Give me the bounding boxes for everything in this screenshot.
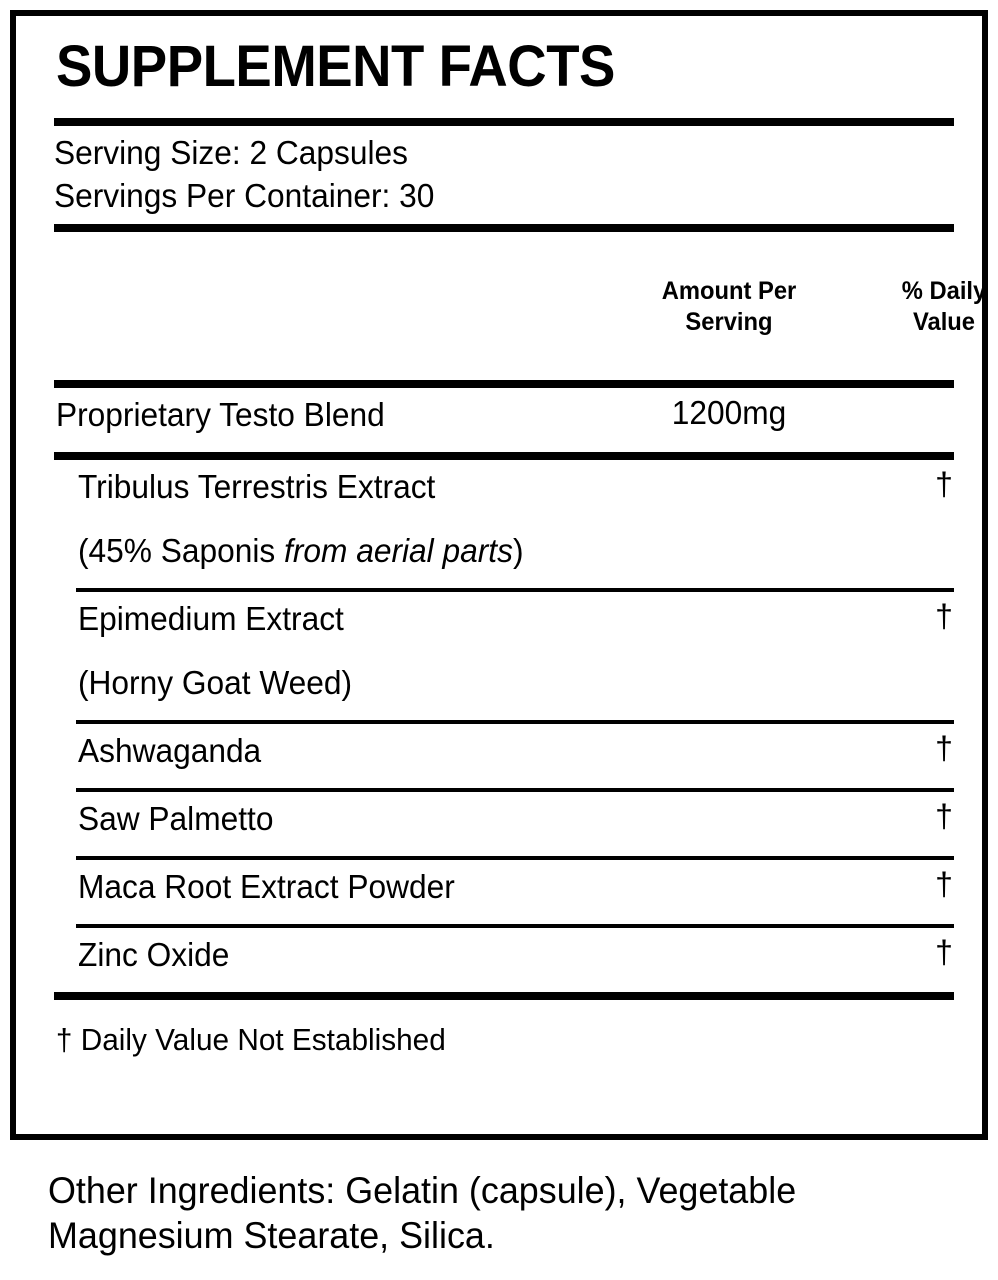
- other-ingredients: Other Ingredients: Gelatin (capsule), Ve…: [48, 1170, 797, 1257]
- table-row: Maca Root Extract Powder †: [54, 860, 954, 924]
- ingredient-name: Proprietary Testo Blend: [56, 395, 385, 433]
- subtext-suffix: ): [512, 531, 524, 569]
- rule-divider: [76, 587, 954, 592]
- rule-under-title: [54, 118, 954, 126]
- ingredient-name: Zinc Oxide: [78, 935, 230, 973]
- ingredient-daily-value: †: [935, 465, 953, 502]
- ingredient-daily-value: †: [935, 729, 953, 766]
- table-row: Tribulus Terrestris Extract (45% Saponis…: [54, 460, 954, 588]
- table-row: Saw Palmetto †: [54, 792, 954, 856]
- ingredient-name: Saw Palmetto: [78, 799, 274, 837]
- column-header-amount: Amount Per Serving: [661, 276, 797, 337]
- supplement-facts-panel: SUPPLEMENT FACTS Serving Size: 2 Capsule…: [10, 10, 988, 1140]
- table-row: Proprietary Testo Blend 1200mg: [54, 388, 954, 452]
- page-title: SUPPLEMENT FACTS: [56, 34, 615, 99]
- rule-divider: [76, 923, 954, 928]
- ingredient-name: Maca Root Extract Powder: [78, 867, 455, 905]
- ingredient-name: Epimedium Extract: [78, 599, 344, 637]
- ingredient-subtext: (Horny Goat Weed): [78, 663, 353, 701]
- ingredient-name: Tribulus Terrestris Extract: [78, 467, 436, 505]
- table-row: Epimedium Extract (Horny Goat Weed) †: [54, 592, 954, 720]
- ingredient-daily-value: †: [935, 797, 953, 834]
- ingredient-daily-value: †: [935, 933, 953, 970]
- ingredient-daily-value: †: [935, 865, 953, 902]
- footnote: † Daily Value Not Established: [55, 1021, 446, 1057]
- ingredient-amount: 1200mg: [671, 393, 787, 431]
- servings-per-container: Servings Per Container: 30: [54, 176, 435, 214]
- panel-content: SUPPLEMENT FACTS Serving Size: 2 Capsule…: [54, 34, 987, 1134]
- column-header-daily-value: % Daily Value: [901, 276, 987, 337]
- rule-under-blend: [54, 451, 954, 460]
- ingredient-daily-value: †: [935, 597, 953, 634]
- rule-under-ingredients: [54, 991, 954, 1000]
- ingredient-subtext: (45% Saponis from aerial parts): [78, 534, 524, 567]
- rule-divider: [76, 719, 954, 724]
- rule-divider: [76, 855, 954, 860]
- serving-info: Serving Size: 2 Capsules Servings Per Co…: [54, 126, 954, 224]
- serving-size: Serving Size: 2 Capsules: [54, 134, 408, 171]
- rule-above-ingredients: [54, 379, 954, 388]
- subtext-italic: from aerial parts: [284, 531, 513, 569]
- ingredient-name: Ashwaganda: [78, 731, 262, 769]
- column-header-zone: Amount Per Serving % Daily Value: [54, 232, 987, 380]
- rule-divider: [76, 787, 954, 792]
- table-row: Ashwaganda †: [54, 724, 954, 788]
- rule-under-serving: [54, 223, 954, 232]
- table-row: Zinc Oxide †: [54, 928, 954, 992]
- subtext-prefix: (45% Saponis: [78, 531, 285, 569]
